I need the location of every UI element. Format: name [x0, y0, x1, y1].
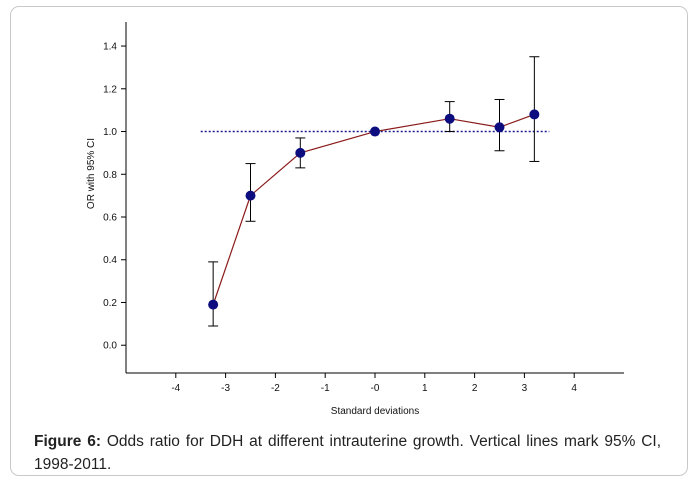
- x-tick-label: 3: [522, 383, 528, 394]
- series-group: [208, 56, 540, 327]
- y-tick-label: 1.0: [103, 127, 117, 138]
- y-axis-label: OR with 95% CI: [86, 138, 97, 209]
- y-tick-label: 1.2: [103, 84, 117, 95]
- figure-frame: [10, 6, 688, 476]
- y-tick-label: 0.4: [103, 255, 117, 266]
- x-tick-label: -0: [371, 383, 380, 394]
- data-point: [295, 147, 306, 158]
- chart: 0.0 0.2 0.4 0.6 0.8 1.0 1.2 1.4 -4 -3 -2 -1 -0 1 2 3 4 S…: [86, 22, 624, 417]
- caption-label: Figure 6:: [34, 433, 102, 450]
- data-point: [494, 122, 505, 133]
- caption-text: Odds ratio for DDH at different intraute…: [34, 433, 662, 473]
- data-point: [529, 109, 540, 120]
- data-point: [370, 126, 380, 137]
- y-tick-label: 0.0: [103, 341, 117, 352]
- x-tick-label: 2: [472, 383, 478, 394]
- x-tick-label: 1: [422, 383, 428, 394]
- series-line: [212, 113, 535, 305]
- x-axis-label: Standard deviations: [331, 406, 419, 417]
- x-tick-label: -3: [221, 383, 230, 394]
- x-tick-label: -2: [271, 383, 280, 394]
- y-tick-label: 1.4: [103, 42, 117, 53]
- y-tick-label: 0.6: [103, 213, 117, 224]
- axes: 0.0 0.2 0.4 0.6 0.8 1.0 1.2 1.4 -4 -3 -2 -1 -0 1 2 3 4: [103, 22, 624, 394]
- data-point: [208, 299, 219, 310]
- y-tick-label: 0.2: [103, 298, 117, 309]
- figure-caption: Figure 6: Odds ratio for DDH at differen…: [34, 430, 661, 476]
- y-tick-label: 0.8: [103, 170, 117, 181]
- x-tick-label: -4: [171, 383, 180, 394]
- data-point: [444, 113, 455, 124]
- data-point: [245, 190, 256, 201]
- x-tick-label: 4: [571, 383, 577, 394]
- x-tick-label: -1: [321, 383, 330, 394]
